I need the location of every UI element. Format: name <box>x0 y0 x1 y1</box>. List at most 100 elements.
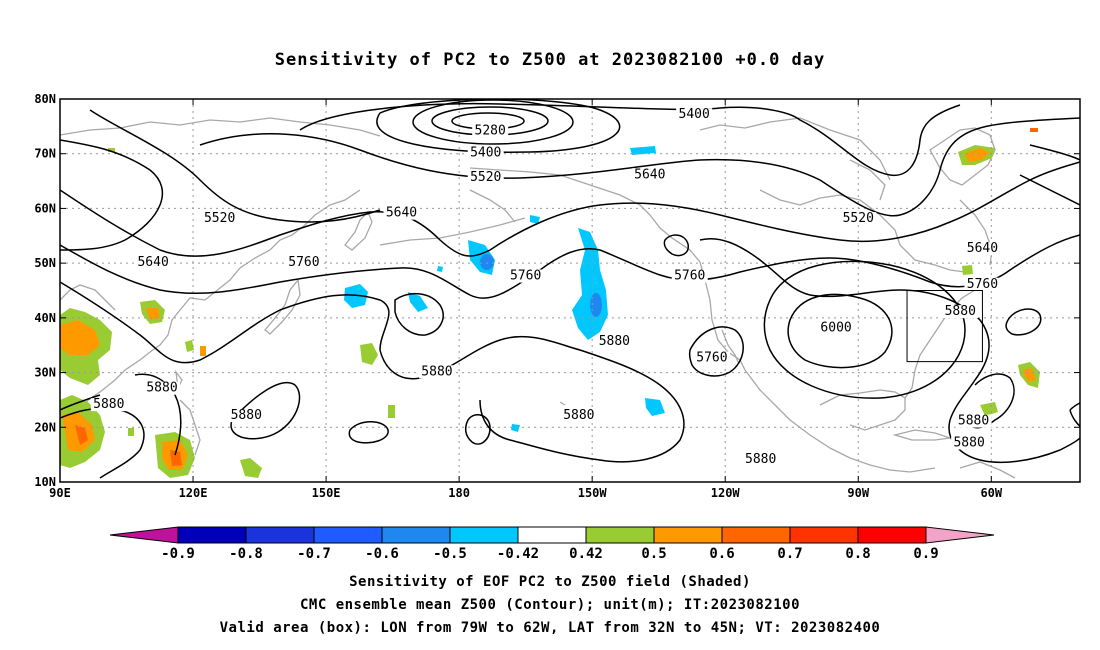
contour-label-bg <box>285 255 322 269</box>
contour-label: 5880 <box>146 381 177 396</box>
contour-label-bg <box>942 305 979 319</box>
lat-label: 60N <box>34 201 56 215</box>
contour-label: 5760 <box>967 277 998 292</box>
graticule <box>60 99 1080 482</box>
contour-label: 5880 <box>93 397 124 412</box>
contour-label: 5880 <box>599 334 630 349</box>
lon-label: 120W <box>711 486 741 500</box>
lon-label: 90W <box>847 486 869 500</box>
lon-label: 150W <box>578 486 608 500</box>
contour-label: 5880 <box>945 304 976 319</box>
contour-label-bg <box>228 409 265 423</box>
axis-ticks <box>59 98 1080 483</box>
colorbar-label: -0.42 <box>497 546 539 562</box>
contour-label-bg <box>951 436 988 450</box>
contour-label: 5640 <box>137 255 168 270</box>
contour-label-bg <box>90 398 127 412</box>
contour-label: 5400 <box>470 145 501 160</box>
colorbar-label: -0.9 <box>161 546 195 562</box>
contour-label: 5760 <box>288 255 319 270</box>
colorbar-label: -0.6 <box>365 546 399 562</box>
contour-label: 5880 <box>745 452 776 467</box>
lon-label: 120E <box>179 486 208 500</box>
contour-label-bg <box>818 321 855 335</box>
lon-label: 60W <box>980 486 1002 500</box>
colorbar-label: -0.8 <box>229 546 263 562</box>
colorbar-label: 0.8 <box>845 546 870 562</box>
contour-label: 5880 <box>953 435 984 450</box>
contour-label-bg <box>467 146 504 160</box>
lon-label: 150E <box>312 486 341 500</box>
contour-label: 5520 <box>204 211 235 226</box>
colorbar-label: -0.7 <box>297 546 331 562</box>
contour-label-bg <box>135 255 172 269</box>
colorbar-label: 0.7 <box>777 546 802 562</box>
contour-label-bg <box>383 206 420 220</box>
lat-label: 50N <box>34 256 56 270</box>
valid-area-box <box>906 290 983 363</box>
contour-label-bg <box>201 212 238 226</box>
colorbar-label: 0.9 <box>913 546 938 562</box>
contour-label-bg <box>964 242 1001 256</box>
contour-label: 5880 <box>563 408 594 423</box>
lat-label: 80N <box>34 92 56 106</box>
contour-label: 5520 <box>470 170 501 185</box>
map-title: Sensitivity of PC2 to Z500 at 2023082100… <box>274 50 826 70</box>
colorbar-swatch <box>313 526 383 544</box>
colorbar-label: -0.5 <box>433 546 467 562</box>
contour-label-bg <box>693 351 730 365</box>
colorbar-swatch <box>517 526 587 544</box>
latitude-labels: 80N 70N 60N 50N 40N 30N 20N 10N <box>34 92 56 489</box>
contour-label-bg <box>676 108 713 122</box>
contour-label-bg <box>671 269 708 283</box>
colorbar-swatch <box>585 526 655 544</box>
lon-label: 180 <box>448 486 470 500</box>
colorbar-swatch <box>381 526 451 544</box>
colorbar-swatch <box>721 526 791 544</box>
contour-label: 5760 <box>674 269 705 284</box>
colorbar-low-extend <box>109 526 179 544</box>
contour-label-bg <box>742 452 779 466</box>
contour-label-bg <box>560 409 597 423</box>
contour-label: 5760 <box>696 351 727 366</box>
contour-label-bg <box>467 171 504 185</box>
caption-valid-area: Valid area (box): LON from 79W to 62W, L… <box>219 620 881 636</box>
contour-label-bg <box>955 414 992 428</box>
coastlines <box>60 117 1016 479</box>
lat-label: 40N <box>34 311 56 325</box>
contour-label: 5880 <box>421 364 452 379</box>
contour-label-bg <box>631 168 668 182</box>
map-frame <box>59 98 1081 483</box>
colorbar-swatch <box>449 526 519 544</box>
colorbar-swatch <box>653 526 723 544</box>
contour-label-bg <box>472 124 509 138</box>
contour-label-bg <box>840 212 877 226</box>
lat-label: 10N <box>34 475 56 489</box>
contour-label: 5400 <box>679 107 710 122</box>
longitude-labels: 90E 120E 150E 180 150W 120W 90W 60W <box>49 486 1003 500</box>
contour-label-bg <box>418 365 455 379</box>
contour-labels: 5400 5280 5400 5520 5640 5520 5520 5640 5640 5760… <box>90 107 1001 467</box>
contour-label-bg <box>144 381 180 395</box>
lon-label: 90E <box>49 486 71 500</box>
colorbar-swatch <box>245 526 315 544</box>
contour-label: 6000 <box>820 321 851 336</box>
contour-label: 5880 <box>231 408 262 423</box>
contour-label: 5760 <box>510 269 541 284</box>
caption-contour: CMC ensemble mean Z500 (Contour); unit(m… <box>299 597 800 613</box>
contour-label: 5640 <box>634 167 665 182</box>
contour-label-bg <box>596 335 633 349</box>
lat-label: 70N <box>34 147 56 161</box>
colorbar-swatch <box>789 526 859 544</box>
contour-label-bg <box>964 277 1001 291</box>
colorbar-high-extend <box>925 526 995 544</box>
contour-label: 5640 <box>967 241 998 256</box>
lat-label: 30N <box>34 366 56 380</box>
lat-label: 20N <box>34 420 56 434</box>
contour-label: 5880 <box>958 414 989 429</box>
caption-shading: Sensitivity of EOF PC2 to Z500 field (Sh… <box>349 574 751 590</box>
contour-label: 5280 <box>475 124 506 139</box>
colorbar-swatch <box>177 526 247 544</box>
contour-label-bg <box>507 269 544 283</box>
